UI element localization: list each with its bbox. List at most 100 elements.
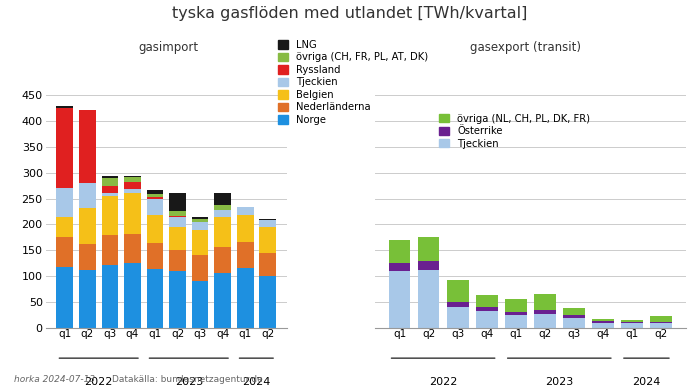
Bar bbox=[57, 237, 74, 267]
Legend: LNG, övriga (CH, FR, PL, AT, DK), Ryssland, Tjeckien, Belgien, Nederländerna, No: LNG, övriga (CH, FR, PL, AT, DK), Ryssla… bbox=[278, 40, 428, 125]
Bar bbox=[146, 190, 163, 194]
Text: Datakälla: bundesnetzagentur.de: Datakälla: bundesnetzagentur.de bbox=[112, 375, 262, 384]
Bar bbox=[214, 193, 231, 205]
Bar bbox=[621, 323, 643, 328]
Bar bbox=[447, 302, 468, 307]
Text: gasimport: gasimport bbox=[138, 41, 198, 54]
Bar bbox=[102, 178, 118, 185]
Bar bbox=[447, 307, 468, 328]
Bar bbox=[259, 219, 276, 220]
Bar bbox=[146, 243, 163, 269]
Bar bbox=[192, 255, 209, 281]
Bar bbox=[57, 106, 74, 108]
Bar bbox=[505, 315, 526, 328]
Bar bbox=[146, 194, 163, 197]
Bar bbox=[79, 183, 96, 208]
Bar bbox=[169, 250, 186, 271]
Bar bbox=[57, 108, 74, 188]
Bar bbox=[102, 176, 118, 178]
Text: 2022: 2022 bbox=[429, 377, 457, 387]
Bar bbox=[102, 193, 118, 196]
Bar bbox=[418, 270, 440, 328]
Bar bbox=[169, 211, 186, 216]
Bar bbox=[169, 271, 186, 328]
Bar bbox=[124, 263, 141, 328]
Bar bbox=[389, 240, 410, 263]
Bar bbox=[79, 109, 96, 183]
Bar bbox=[102, 185, 118, 193]
Bar bbox=[505, 300, 526, 312]
Bar bbox=[169, 193, 186, 211]
Bar bbox=[192, 217, 209, 219]
Bar bbox=[124, 176, 141, 177]
Bar bbox=[124, 193, 141, 234]
Legend: övriga (NL, CH, PL, DK, FR), Österrike, Tjeckien: övriga (NL, CH, PL, DK, FR), Österrike, … bbox=[439, 114, 590, 149]
Bar bbox=[259, 220, 276, 227]
Bar bbox=[621, 320, 643, 322]
Bar bbox=[57, 188, 74, 217]
Bar bbox=[259, 227, 276, 253]
Bar bbox=[237, 268, 253, 328]
Bar bbox=[476, 295, 498, 307]
Bar bbox=[650, 322, 672, 323]
Bar bbox=[146, 199, 163, 215]
Bar bbox=[237, 215, 253, 242]
Bar bbox=[214, 247, 231, 272]
Bar bbox=[169, 227, 186, 250]
Bar bbox=[214, 210, 231, 217]
Bar bbox=[259, 253, 276, 276]
Text: 2023: 2023 bbox=[545, 377, 573, 387]
Text: gasexport (transit): gasexport (transit) bbox=[470, 41, 580, 54]
Text: 2024: 2024 bbox=[632, 377, 661, 387]
Bar bbox=[592, 321, 614, 323]
Bar bbox=[259, 276, 276, 328]
Bar bbox=[563, 315, 584, 317]
Bar bbox=[79, 244, 96, 270]
Bar bbox=[102, 265, 118, 328]
Bar bbox=[146, 197, 163, 199]
Text: 2024: 2024 bbox=[242, 377, 270, 387]
Bar bbox=[79, 208, 96, 244]
Bar bbox=[102, 196, 118, 235]
Bar bbox=[192, 281, 209, 328]
Bar bbox=[146, 215, 163, 243]
Bar bbox=[389, 271, 410, 328]
Bar bbox=[192, 230, 209, 255]
Bar bbox=[192, 222, 209, 230]
Bar bbox=[124, 234, 141, 263]
Bar bbox=[237, 207, 253, 215]
Bar bbox=[447, 280, 468, 302]
Text: horka 2024-07-13: horka 2024-07-13 bbox=[14, 375, 95, 384]
Bar bbox=[418, 237, 440, 261]
Bar bbox=[476, 311, 498, 328]
Bar bbox=[592, 323, 614, 328]
Text: 2022: 2022 bbox=[85, 377, 113, 387]
Bar bbox=[650, 323, 672, 328]
Bar bbox=[214, 205, 231, 210]
Bar bbox=[592, 319, 614, 321]
Bar bbox=[192, 219, 209, 222]
Bar bbox=[214, 272, 231, 328]
Bar bbox=[214, 217, 231, 247]
Bar bbox=[124, 182, 141, 189]
Bar bbox=[237, 242, 253, 268]
Bar bbox=[476, 307, 498, 311]
Bar bbox=[534, 294, 556, 310]
Bar bbox=[79, 270, 96, 328]
Bar bbox=[563, 308, 584, 315]
Bar bbox=[57, 267, 74, 328]
Bar bbox=[169, 216, 186, 217]
Bar bbox=[146, 269, 163, 328]
Bar bbox=[124, 189, 141, 193]
Bar bbox=[418, 261, 440, 270]
Bar bbox=[534, 314, 556, 328]
Bar bbox=[389, 263, 410, 271]
Bar bbox=[563, 317, 584, 328]
Text: tyska gasflöden med utlandet [TWh/kvartal]: tyska gasflöden med utlandet [TWh/kvarta… bbox=[172, 6, 528, 21]
Bar bbox=[621, 322, 643, 323]
Bar bbox=[534, 310, 556, 314]
Bar bbox=[57, 217, 74, 237]
Bar bbox=[650, 317, 672, 322]
Bar bbox=[505, 312, 526, 315]
Bar bbox=[102, 235, 118, 265]
